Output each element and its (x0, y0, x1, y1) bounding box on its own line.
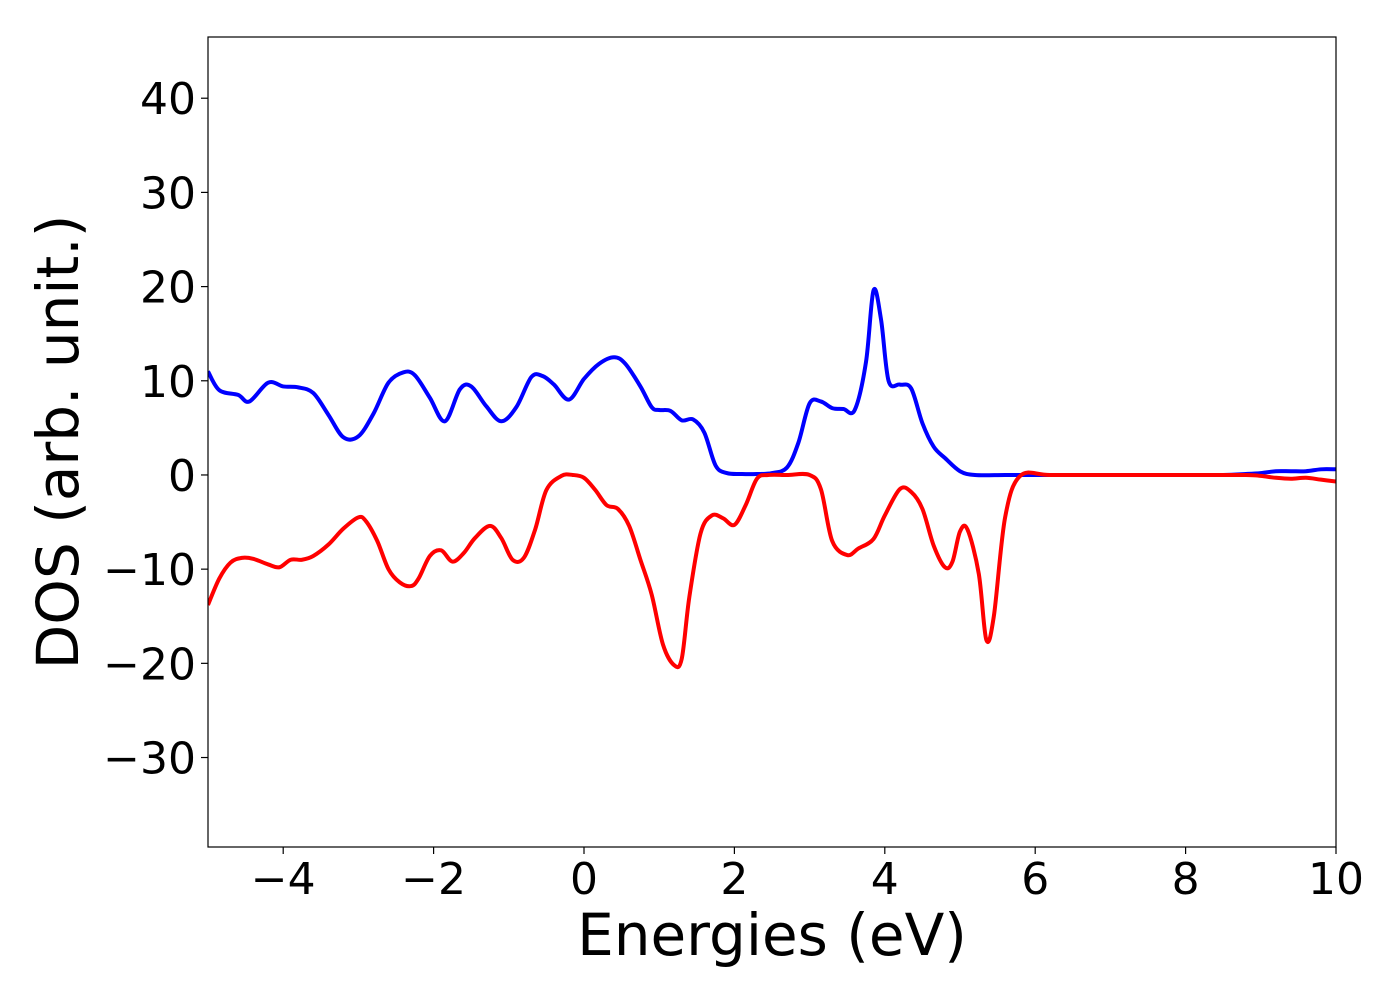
x-tick-label: 6 (1021, 854, 1049, 905)
y-axis: 40 30 20 10 0 −10 −20 −30 (103, 74, 208, 785)
y-axis-label: DOS (arb. unit.) (24, 215, 92, 670)
y-tick-label: 10 (140, 357, 196, 408)
x-axis-label: Energies (eV) (577, 901, 967, 969)
x-axis: −4 −2 0 2 4 6 8 10 (251, 847, 1364, 905)
y-tick-label: −30 (103, 734, 196, 785)
x-tick-label: 10 (1308, 854, 1364, 905)
y-tick-label: −20 (103, 639, 196, 690)
y-tick-label: 30 (140, 168, 196, 219)
y-tick-label: 0 (168, 451, 196, 502)
y-tick-label: 40 (140, 74, 196, 125)
series-layer (208, 286, 1336, 670)
x-tick-label: 2 (720, 854, 748, 905)
plot-area-frame (207, 36, 1337, 848)
series-line-2 (208, 470, 1336, 670)
x-tick-label: −2 (401, 854, 466, 905)
y-tick-label: −10 (103, 545, 196, 596)
x-tick-label: 4 (871, 854, 899, 905)
x-tick-label: 0 (570, 854, 598, 905)
x-tick-label: 8 (1172, 854, 1200, 905)
series-line-1 (208, 286, 1336, 478)
y-tick-label: 20 (140, 263, 196, 314)
x-tick-label: −4 (251, 854, 316, 905)
